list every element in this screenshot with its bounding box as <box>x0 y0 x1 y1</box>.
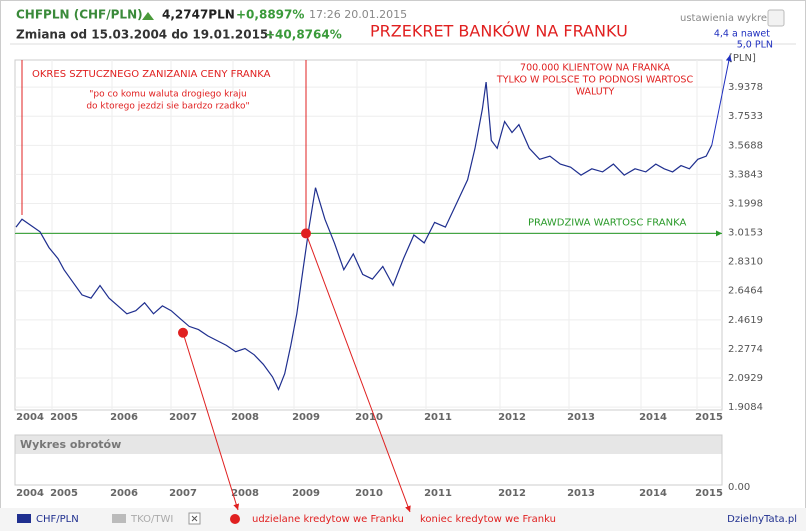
change: +0,8897% <box>236 8 304 22</box>
annotation: "po co komu waluta drogiego kraju <box>89 90 246 100</box>
x-tick-label: 2005 <box>50 412 78 423</box>
marker-arrow <box>305 233 411 513</box>
marker <box>301 228 311 239</box>
annotation: 700.000 KLIENTOW NA FRANKA <box>520 63 670 74</box>
legend-swatch <box>17 514 31 523</box>
marker-label: udzielane kredytow we Franku <box>252 514 404 525</box>
legend-bar <box>0 508 806 531</box>
x-tick-label: 2015 <box>695 412 723 423</box>
forecast-label: 4,4 a nawet <box>714 29 770 40</box>
y-tick-label: 2.0929 <box>728 373 763 384</box>
x-tick-label: 2004 <box>16 488 44 499</box>
x-tick-label: 2014 <box>639 412 667 423</box>
legend-label: CHF/PLN <box>36 514 79 525</box>
settings: ustawienia wykresu: <box>680 13 782 24</box>
x-tick-label: 2013 <box>567 488 595 499</box>
x-tick-label: 2008 <box>231 412 259 423</box>
symbol: CHFPLN (CHF/PLN) <box>16 8 143 22</box>
volume-bar <box>15 435 722 454</box>
annotation: TYLKO W POLSCE TO PODNOSI WARTOSC <box>496 75 694 86</box>
legend-marker <box>230 514 240 524</box>
y-tick-label: 2.2774 <box>728 344 763 355</box>
forecast-label: 5,0 PLN <box>737 40 773 51</box>
reference-label: PRAWDZIWA WARTOSC FRANKA <box>528 217 687 228</box>
y-unit: [PLN] <box>729 53 756 64</box>
x-tick-label: 2009 <box>292 488 320 499</box>
settings-button[interactable] <box>767 9 785 27</box>
y-tick-label: 2.4619 <box>728 315 763 326</box>
y-tick-label: 3.5688 <box>728 140 763 151</box>
x-tick-label: 2006 <box>110 412 138 423</box>
y-tick-label: 3.0153 <box>728 228 763 239</box>
volume-tick-label: 0.00 <box>728 482 750 493</box>
up-icon <box>142 12 154 20</box>
volume-title: Wykres obrotów <box>20 438 121 451</box>
x-tick-label: 2006 <box>110 488 138 499</box>
y-tick-label: 3.1998 <box>728 199 763 210</box>
legend-label: TKO/TWI <box>130 514 173 525</box>
annotation: do ktorego jezdzi sie bardzo rzadko" <box>86 102 249 112</box>
annotation: OKRES SZTUCZNEGO ZANIZANIA CENY FRANKA <box>32 69 271 80</box>
x-tick-label: 2010 <box>355 412 383 423</box>
volume-frame <box>14 434 723 486</box>
forecast-arrow <box>711 54 732 146</box>
period: Zmiana od 15.03.2004 do 19.01.2015: <box>16 28 273 42</box>
x-tick-label: 2015 <box>695 488 723 499</box>
period-change: +40,8764% <box>265 28 342 42</box>
annotation: WALUTY <box>576 87 615 98</box>
y-tick-label: 3.7533 <box>728 111 763 122</box>
checkbox-x <box>191 515 198 522</box>
chart-title: PRZEKRET BANKÓW NA FRANKU <box>370 22 628 41</box>
x-tick-label: 2011 <box>424 488 452 499</box>
source: DzielnyTata.pl <box>727 514 797 525</box>
x-tick-label: 2012 <box>498 412 526 423</box>
price: 4,2747PLN <box>162 8 235 22</box>
y-tick-label: 3.3843 <box>728 169 763 180</box>
time: 17:26 20.01.2015 <box>309 8 407 21</box>
y-tick-label: 2.8310 <box>728 257 763 268</box>
x-tick-label: 2011 <box>424 412 452 423</box>
x-tick-label: 2012 <box>498 488 526 499</box>
y-tick-label: 1.9084 <box>728 402 763 413</box>
marker <box>178 327 188 338</box>
x-tick-label: 2007 <box>169 412 197 423</box>
line-series <box>15 82 713 392</box>
plot-frame <box>14 59 723 411</box>
marker-arrow <box>182 332 240 511</box>
legend-swatch <box>112 514 126 523</box>
x-tick-label: 2008 <box>231 488 259 499</box>
x-tick-label: 2009 <box>292 412 320 423</box>
x-tick-label: 2013 <box>567 412 595 423</box>
x-tick-label: 2004 <box>16 412 44 423</box>
x-tick-label: 2010 <box>355 488 383 499</box>
marker-label: koniec kredytow we Franku <box>420 514 556 525</box>
y-tick-label: 3.9378 <box>728 82 763 93</box>
x-tick-label: 2014 <box>639 488 667 499</box>
x-tick-label: 2005 <box>50 488 78 499</box>
x-tick-label: 2007 <box>169 488 197 499</box>
y-tick-label: 2.6464 <box>728 286 763 297</box>
